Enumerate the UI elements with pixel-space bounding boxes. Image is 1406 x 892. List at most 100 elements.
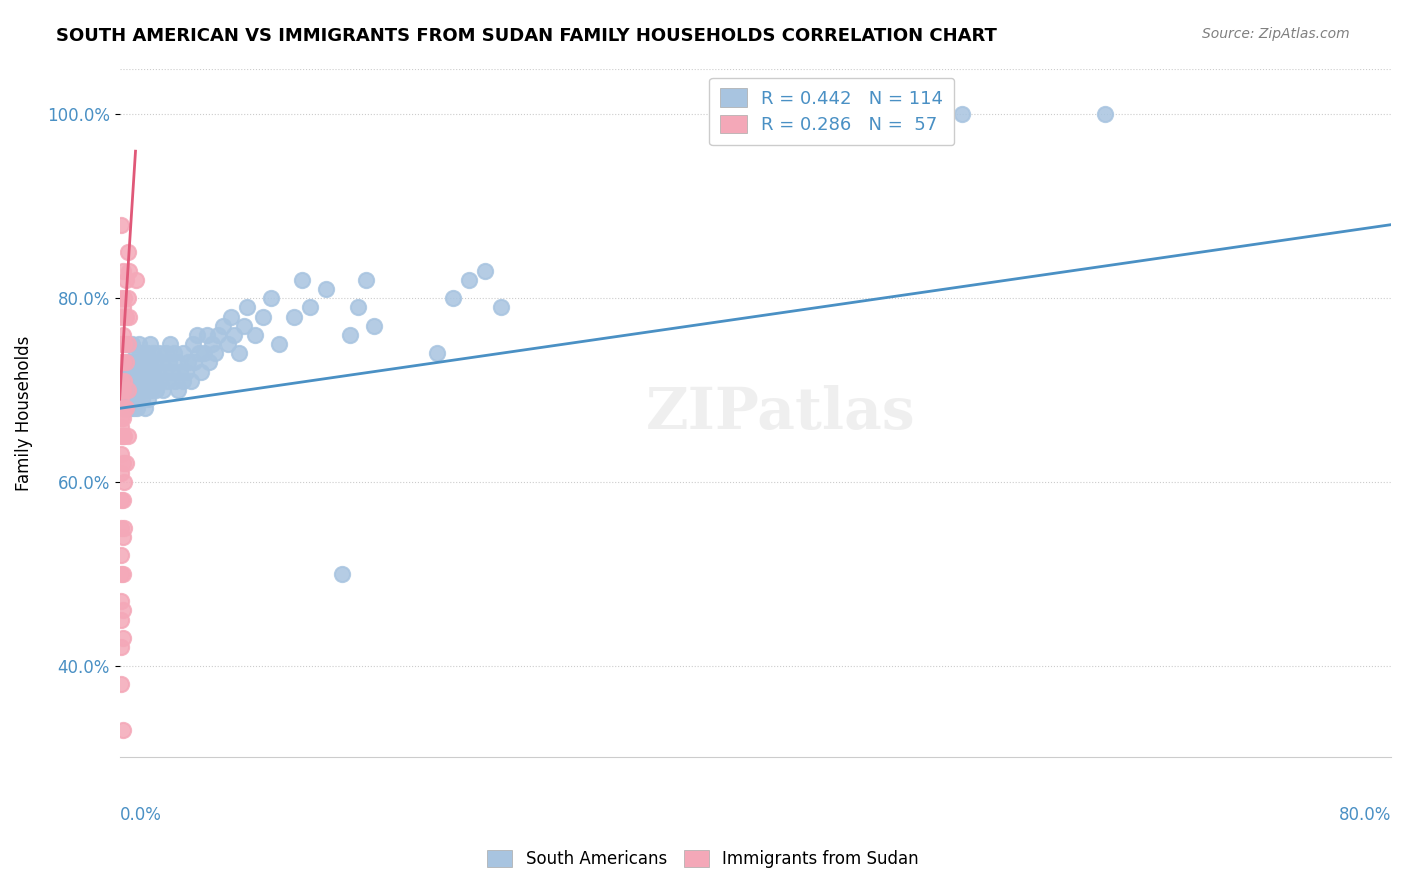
Point [339,327,361,342]
Point [950,107,973,121]
Point [172,374,194,388]
Point [134,355,156,369]
Point [181,337,204,351]
Point [152,383,174,397]
Point [110,310,132,324]
Point [112,475,135,489]
Point [121,374,143,388]
Point [117,365,139,379]
Text: 0.0%: 0.0% [120,805,162,823]
Point [110,374,132,388]
Point [127,365,149,379]
Point [219,310,242,324]
Point [110,493,132,508]
Point [111,429,134,443]
Point [177,355,200,369]
Point [110,291,132,305]
Point [121,337,143,351]
Point [148,374,170,388]
Point [186,327,208,342]
Point [212,318,235,333]
Point [136,374,159,388]
Point [165,374,187,388]
Point [124,392,146,407]
Point [111,723,134,737]
Point [176,365,198,379]
Text: 80.0%: 80.0% [1339,805,1391,823]
Point [110,218,132,232]
Point [110,419,132,434]
Point [110,466,132,480]
Point [124,374,146,388]
Point [117,355,139,369]
Point [115,457,138,471]
Point [315,282,337,296]
Point [112,337,135,351]
Point [112,383,135,397]
Point [120,374,142,388]
Point [112,401,135,416]
Point [127,401,149,416]
Point [110,355,132,369]
Point [112,429,135,443]
Point [127,383,149,397]
Point [347,301,370,315]
Point [204,346,226,360]
Point [299,301,322,315]
Point [474,263,496,277]
Point [222,327,245,342]
Point [115,355,138,369]
Point [110,549,132,563]
Point [141,383,163,397]
Point [115,273,138,287]
Point [142,346,165,360]
Point [112,374,135,388]
Point [172,346,194,360]
Point [118,383,141,397]
Point [131,392,153,407]
Point [157,355,180,369]
Point [111,365,134,379]
Point [110,640,132,655]
Point [110,337,132,351]
Point [120,401,142,416]
Point [135,365,157,379]
Point [159,337,181,351]
Point [135,346,157,360]
Point [115,401,138,416]
Point [146,365,169,379]
Point [259,291,281,305]
Point [131,374,153,388]
Point [195,327,218,342]
Point [235,301,257,315]
Point [232,318,254,333]
Point [111,263,134,277]
Point [143,374,166,388]
Point [112,401,135,416]
Text: ZIPatlas: ZIPatlas [645,385,915,441]
Point [197,355,219,369]
Point [110,677,132,691]
Point [134,401,156,416]
Point [132,383,155,397]
Point [111,327,134,342]
Point [128,355,150,369]
Point [228,346,250,360]
Point [124,273,146,287]
Point [283,310,305,324]
Point [122,365,145,379]
Point [117,383,139,397]
Point [111,410,134,425]
Point [169,365,191,379]
Point [120,355,142,369]
Point [135,383,157,397]
Text: SOUTH AMERICAN VS IMMIGRANTS FROM SUDAN FAMILY HOUSEHOLDS CORRELATION CHART: SOUTH AMERICAN VS IMMIGRANTS FROM SUDAN … [56,27,997,45]
Point [115,310,138,324]
Point [142,365,165,379]
Point [155,346,177,360]
Point [111,603,134,617]
Point [111,383,134,397]
Legend: South Americans, Immigrants from Sudan: South Americans, Immigrants from Sudan [481,843,925,875]
Point [111,493,134,508]
Legend: R = 0.442   N = 114, R = 0.286   N =  57: R = 0.442 N = 114, R = 0.286 N = 57 [709,78,955,145]
